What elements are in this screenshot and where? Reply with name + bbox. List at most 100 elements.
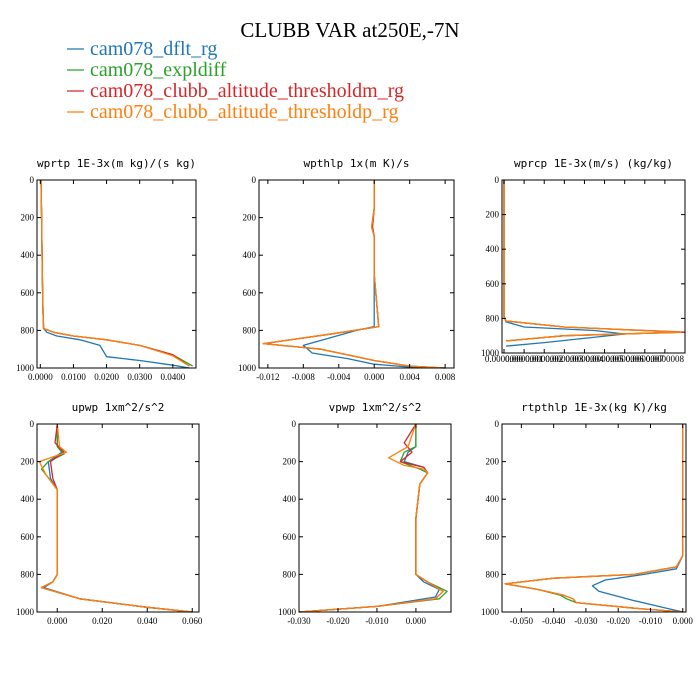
y-tick-label: 1000 [238,363,257,373]
x-tick-label: 0.000 [47,616,68,626]
y-tick-label: 800 [486,313,500,323]
y-tick-label: 600 [21,532,35,542]
series-line [298,423,444,613]
y-tick-label: 800 [243,325,257,335]
legend-item: cam078_clubb_altitude_thresholdp_rg [67,101,398,123]
series-line [40,179,190,369]
x-tick-label: 0.0000001 [505,354,543,364]
x-tick-label: 0.0000008 [646,354,685,364]
legend-label: cam078_expldiff [90,59,227,81]
y-tick-label: 200 [283,457,297,467]
y-tick-label: 400 [283,494,297,504]
legend-item: cam078_dflt_rg [67,38,217,60]
legend-label: cam078_clubb_altitude_thresholdm_rg [90,80,404,102]
series-line [40,179,190,367]
series-line [591,424,684,613]
series-line [298,423,444,613]
legend-label: cam078_clubb_altitude_thresholdp_rg [90,101,398,123]
plot-frame [258,179,455,369]
y-tick-label: 200 [21,457,35,467]
x-tick-label: -0.004 [327,372,351,382]
y-tick-label: 600 [486,532,500,542]
x-tick-label: 0.0000002 [525,354,563,364]
series-line [40,179,194,367]
figure-title: CLUBB VAR at250E,-7N [240,18,459,42]
x-tick-label: 0.0000005 [585,354,624,364]
y-tick-label: 600 [486,279,500,289]
plot-panel: rtpthlp 1E-3x(kg K)/kg02004006008001000-… [481,401,693,626]
x-tick-label: -0.020 [607,616,631,626]
x-tick-label: 0.0000 [28,372,53,382]
series-line [298,424,440,613]
y-tick-label: 400 [21,494,35,504]
plot-title: vpwp 1xm^2/s^2 [329,401,422,414]
series-line [503,180,682,342]
plot-frame [36,179,197,369]
x-tick-label: 0.0000007 [626,354,665,364]
x-tick-label: -0.010 [365,616,389,626]
plot-title: wprtp 1E-3x(m kg)/(s kg) [37,157,196,170]
plot-panel: wpthlp 1x(m K)/s 0 200 400 600 800 1000-0.012 -… [238,157,456,382]
series-line [504,424,684,613]
y-tick-label: 0 [30,419,35,429]
plot-title: wpthlp 1x(m K)/s [304,157,410,170]
legend: cam078_dflt_rg cam078_expldiff cam078_cl… [67,38,404,123]
series-line [504,424,684,613]
y-tick-label: 800 [21,325,35,335]
x-tick-label: -0.012 [256,372,279,382]
plot-panel: upwp 1xm^2/s^2 0 200 400 600 800 1000 0.000 0.02… [16,401,203,626]
y-tick-label: 400 [21,250,35,260]
plot-panel: wprcp 1E-3x(m/s) (kg/kg) 0 200 400 600 800 100… [481,157,686,364]
x-tick-label: 0.0000003 [545,354,584,364]
y-tick-label: 200 [243,213,257,223]
x-tick-label: 0.0300 [127,372,152,382]
y-tick-label: 0 [495,419,500,429]
y-tick-label: 600 [243,288,257,298]
y-tick-label: 0 [252,175,257,185]
x-tick-label: 0.008 [435,372,456,382]
y-tick-label: 400 [243,250,257,260]
y-tick-label: 0 [30,175,35,185]
x-tick-label: 0.000 [673,616,694,626]
x-tick-label: -0.010 [639,616,663,626]
x-tick-label: 0.0000004 [565,354,604,364]
series-line [38,423,193,613]
x-tick-label: 0.0000006 [606,354,645,364]
x-tick-label: 0.000 [406,616,427,626]
y-tick-label: 200 [486,210,500,220]
series-line [40,179,190,367]
legend-label: cam078_dflt_rg [90,38,217,60]
series-line [503,180,682,342]
plot-title: rtpthlp 1E-3x(kg K)/kg [521,401,667,414]
series-line [503,180,626,347]
y-tick-label: 800 [283,569,297,579]
x-tick-label: -0.030 [287,616,311,626]
y-tick-label: 1000 [481,348,500,358]
series-line [503,180,686,342]
y-tick-label: 800 [21,569,35,579]
plot-title: upwp 1xm^2/s^2 [72,401,165,414]
plot-title: wprcp 1E-3x(m/s) (kg/kg) [514,157,673,170]
y-tick-label: 200 [486,457,500,467]
y-tick-label: 600 [21,288,35,298]
plot-frame [501,179,686,354]
x-tick-label: 0.0000000 [485,354,524,364]
y-tick-label: 1000 [481,607,500,617]
y-tick-label: 1000 [278,607,297,617]
x-tick-label: 0.004 [400,372,421,382]
x-tick-label: 0.0100 [61,372,86,382]
legend-item: cam078_expldiff [67,59,227,81]
series-line [298,424,448,613]
series-line [504,424,684,613]
y-tick-label: 200 [21,213,35,223]
x-tick-label: 0.0400 [160,372,185,382]
x-tick-label: -0.020 [326,616,350,626]
x-tick-label: 0.060 [182,616,203,626]
plot-frame [298,423,452,613]
series-line [262,180,446,369]
legend-item: cam078_clubb_altitude_thresholdm_rg [67,80,404,102]
plot-frame [501,423,687,613]
y-tick-label: 400 [486,244,500,254]
series-line [40,423,193,613]
